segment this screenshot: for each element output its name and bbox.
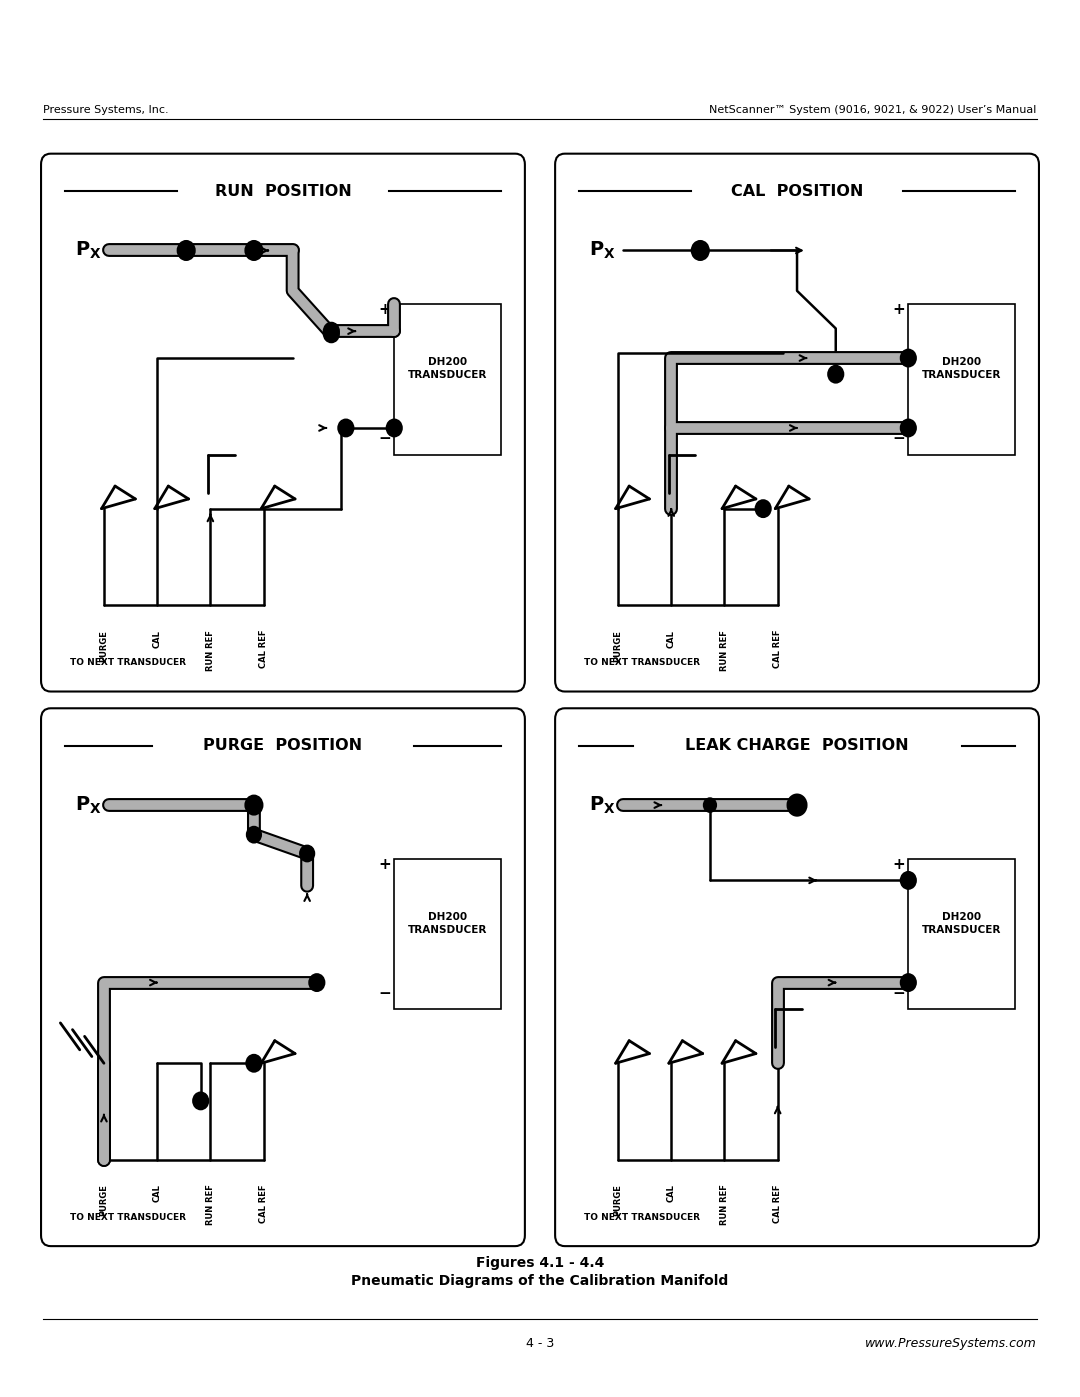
Text: PURGE: PURGE	[613, 630, 622, 662]
Text: NetScanner™ System (9016, 9021, & 9022) User’s Manual: NetScanner™ System (9016, 9021, & 9022) …	[710, 105, 1037, 115]
Text: TO NEXT TRANSDUCER: TO NEXT TRANSDUCER	[70, 658, 186, 668]
Text: DH200
TRANSDUCER: DH200 TRANSDUCER	[922, 912, 1001, 935]
Text: −: −	[892, 432, 905, 446]
Text: DH200
TRANSDUCER: DH200 TRANSDUCER	[922, 358, 1001, 380]
FancyBboxPatch shape	[41, 154, 525, 692]
Text: $\mathbf{P_X}$: $\mathbf{P_X}$	[589, 795, 616, 816]
Circle shape	[828, 366, 843, 383]
FancyBboxPatch shape	[908, 305, 1015, 455]
Text: PURGE: PURGE	[99, 630, 108, 662]
Text: RUN  POSITION: RUN POSITION	[215, 184, 351, 198]
Circle shape	[901, 419, 916, 437]
Text: CAL REF: CAL REF	[773, 630, 782, 668]
Text: CAL  POSITION: CAL POSITION	[731, 184, 863, 198]
Circle shape	[901, 974, 916, 992]
Text: www.PressureSystems.com: www.PressureSystems.com	[865, 1337, 1037, 1350]
Circle shape	[387, 419, 402, 437]
Text: −: −	[378, 986, 391, 1000]
Circle shape	[755, 500, 771, 517]
Circle shape	[245, 240, 262, 260]
Text: RUN REF: RUN REF	[206, 1185, 215, 1225]
Circle shape	[246, 1055, 261, 1071]
Text: TO NEXT TRANSDUCER: TO NEXT TRANSDUCER	[70, 1213, 186, 1222]
Text: CAL REF: CAL REF	[259, 630, 268, 668]
Text: CAL: CAL	[666, 1185, 676, 1203]
Text: CAL REF: CAL REF	[773, 1185, 782, 1222]
Text: −: −	[892, 986, 905, 1000]
Circle shape	[691, 240, 708, 260]
Text: Pressure Systems, Inc.: Pressure Systems, Inc.	[43, 105, 168, 115]
Text: DH200
TRANSDUCER: DH200 TRANSDUCER	[408, 358, 487, 380]
Text: $\mathbf{P_X}$: $\mathbf{P_X}$	[589, 240, 616, 261]
Text: −: −	[378, 432, 391, 446]
Text: PURGE  POSITION: PURGE POSITION	[203, 739, 363, 753]
Circle shape	[193, 1092, 208, 1109]
Text: DH200
TRANSDUCER: DH200 TRANSDUCER	[408, 912, 487, 935]
Circle shape	[245, 795, 262, 814]
Text: PURGE: PURGE	[613, 1185, 622, 1217]
Text: RUN REF: RUN REF	[206, 630, 215, 671]
Text: 4 - 3: 4 - 3	[526, 1337, 554, 1350]
FancyBboxPatch shape	[394, 305, 501, 455]
Circle shape	[300, 845, 314, 862]
Text: CAL: CAL	[152, 1185, 162, 1203]
Text: +: +	[892, 302, 905, 317]
Text: Pneumatic Diagrams of the Calibration Manifold: Pneumatic Diagrams of the Calibration Ma…	[351, 1274, 729, 1288]
Text: RUN REF: RUN REF	[720, 1185, 729, 1225]
Text: CAL REF: CAL REF	[259, 1185, 268, 1222]
Text: TO NEXT TRANSDUCER: TO NEXT TRANSDUCER	[584, 658, 700, 668]
FancyBboxPatch shape	[555, 154, 1039, 692]
Text: +: +	[892, 856, 905, 872]
Circle shape	[177, 240, 194, 260]
Circle shape	[787, 795, 807, 816]
Circle shape	[901, 872, 916, 888]
FancyBboxPatch shape	[394, 859, 501, 1010]
Text: CAL: CAL	[666, 630, 676, 648]
Text: +: +	[378, 302, 391, 317]
Text: RUN REF: RUN REF	[720, 630, 729, 671]
Text: $\mathbf{P_X}$: $\mathbf{P_X}$	[75, 795, 102, 816]
Text: $\mathbf{P_X}$: $\mathbf{P_X}$	[75, 240, 102, 261]
Circle shape	[324, 326, 339, 342]
Circle shape	[246, 827, 261, 842]
FancyBboxPatch shape	[41, 708, 525, 1246]
Circle shape	[309, 974, 325, 992]
Text: +: +	[378, 856, 391, 872]
Circle shape	[338, 419, 353, 437]
Text: PURGE: PURGE	[99, 1185, 108, 1217]
Text: LEAK CHARGE  POSITION: LEAK CHARGE POSITION	[685, 739, 909, 753]
Circle shape	[324, 323, 339, 339]
FancyBboxPatch shape	[908, 859, 1015, 1010]
Text: Figures 4.1 - 4.4: Figures 4.1 - 4.4	[476, 1256, 604, 1270]
Text: CAL: CAL	[152, 630, 162, 648]
Circle shape	[704, 798, 716, 812]
Circle shape	[901, 349, 916, 366]
Text: TO NEXT TRANSDUCER: TO NEXT TRANSDUCER	[584, 1213, 700, 1222]
FancyBboxPatch shape	[555, 708, 1039, 1246]
